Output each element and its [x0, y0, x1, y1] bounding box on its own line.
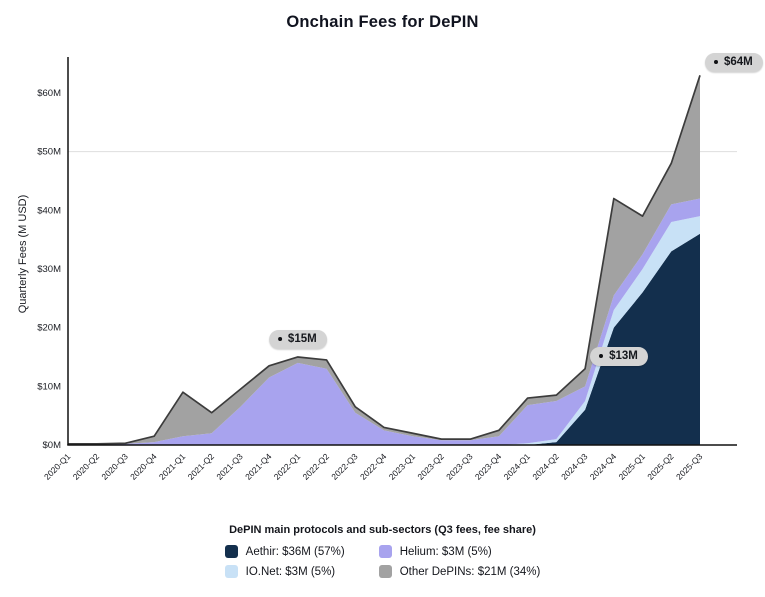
annotation-dot — [714, 60, 718, 65]
x-tick-label: 2020-Q4 — [128, 451, 159, 482]
legend-grid: Aethir: $36M (57%) Helium: $3M (5%) IO.N… — [224, 545, 541, 578]
legend-item-ionet: IO.Net: $3M (5%) — [224, 565, 336, 578]
other-depins-swatch — [378, 565, 392, 578]
x-tick-label: 2023-Q4 — [473, 451, 504, 482]
x-tick-label: 2021-Q1 — [157, 451, 188, 482]
annotation-badge-13m: $13M — [590, 346, 648, 366]
legend-item-label: Helium: $3M (5%) — [399, 545, 492, 558]
legend-item-label: Other DePINs: $21M (34%) — [399, 565, 541, 578]
area-aethir — [68, 233, 700, 445]
y-tick-label: $60M — [37, 88, 61, 99]
helium-swatch — [378, 545, 392, 558]
annotation-badge-64m: $64M — [705, 53, 763, 73]
y-tick-label: $10M — [37, 381, 61, 392]
x-tick-label: 2022-Q2 — [300, 451, 331, 482]
x-tick-label: 2023-Q2 — [415, 451, 446, 482]
annotation-dot — [277, 336, 282, 341]
y-tick-label: $20M — [37, 323, 61, 334]
annotation-label: $13M — [609, 349, 638, 362]
x-tick-label: 2021-Q3 — [214, 451, 245, 482]
x-tick-label: 2024-Q2 — [530, 451, 561, 482]
x-tick-label: 2023-Q3 — [444, 451, 475, 482]
y-tick-label: $50M — [37, 147, 61, 158]
legend-title: DePIN main protocols and sub-sectors (Q3… — [229, 524, 536, 536]
annotation-dot — [599, 353, 604, 358]
y-tick-label: $0M — [43, 440, 62, 451]
legend: DePIN main protocols and sub-sectors (Q3… — [0, 524, 765, 578]
x-tick-label: 2021-Q4 — [243, 451, 274, 482]
x-tick-label: 2021-Q2 — [186, 451, 217, 482]
x-tick-label: 2022-Q4 — [358, 451, 389, 482]
total-line — [68, 75, 701, 445]
x-tick-label: 2020-Q3 — [99, 451, 130, 482]
aethir-swatch — [224, 545, 238, 558]
annotation-badge-15m: $15M — [268, 329, 327, 349]
x-tick-label: 2022-Q3 — [329, 451, 360, 482]
chart-title: Onchain Fees for DePIN — [286, 13, 479, 31]
legend-item-aethir: Aethir: $36M (57%) — [224, 545, 345, 558]
x-tick-label: 2024-Q1 — [502, 451, 533, 482]
legend-item-helium: Helium: $3M (5%) — [378, 545, 492, 558]
stacked-area-chart: $0M$10M$20M$30M$40M$50M$60M2020-Q12020-Q… — [37, 57, 737, 482]
y-tick-label: $30M — [37, 264, 61, 275]
ionet-swatch — [224, 565, 238, 578]
x-tick-label: 2020-Q2 — [71, 451, 102, 482]
x-tick-label: 2023-Q1 — [387, 451, 418, 482]
x-tick-label: 2022-Q1 — [272, 451, 303, 482]
legend-item-label: Aethir: $36M (57%) — [245, 545, 345, 558]
chart-area: $0M $10M $20M $30M $40M $50M $60M 2020-Q1 2020-Q… — [0, 40, 765, 510]
x-tick-label: 2025-Q2 — [645, 451, 676, 482]
x-tick-label: 2020-Q1 — [42, 451, 73, 482]
x-tick-label: 2025-Q3 — [674, 451, 705, 482]
annotation-label: $64M — [724, 56, 753, 69]
legend-item-label: IO.Net: $3M (5%) — [245, 565, 336, 578]
legend-item-other-depins: Other DePINs: $21M (34%) — [378, 565, 541, 578]
x-tick-label: 2024-Q3 — [559, 451, 590, 482]
x-tick-label: 2024-Q4 — [588, 451, 619, 482]
x-tick-label: 2025-Q1 — [616, 451, 647, 482]
annotation-label: $15M — [287, 332, 317, 345]
y-tick-label: $40M — [37, 205, 61, 216]
